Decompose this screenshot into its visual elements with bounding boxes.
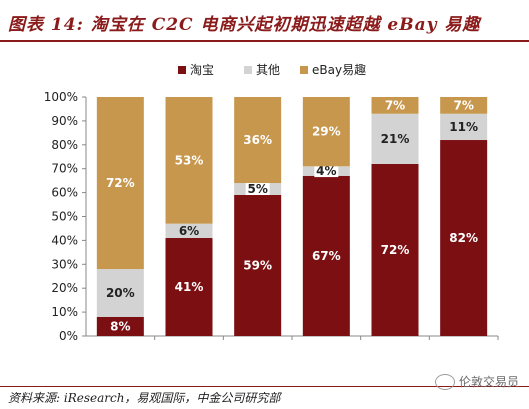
legend-swatch [244,66,252,74]
data-label: 5% [247,182,267,196]
bar-segment [371,163,419,336]
bar-segment [96,269,144,317]
stacked-bar-chart: 淘宝 其他 eBay易趣 0% 10% 20% 30% 40% 50% 60% 70% 80% 90% 1… [44,62,499,344]
bar-segment [302,97,350,167]
data-label: 41% [175,280,204,294]
y-tick-label: 80% [51,138,78,152]
watermark: 伦敦交易员 [434,373,519,390]
bar-segment [440,113,488,141]
data-label: 21% [381,132,410,146]
y-tick-label: 20% [51,281,78,295]
y-tick-label: 100% [44,90,78,104]
legend-label: 其他 [256,63,280,77]
x-tick-label: 2005 [242,343,273,344]
bar-segment [165,97,213,224]
data-label: 59% [243,258,272,272]
data-label: 67% [312,249,341,263]
source-note: 资料来源: iResearch，易观国际，中金公司研究部 [8,391,281,405]
x-tick-label: 2004 [174,343,205,344]
data-label: 72% [106,176,135,190]
data-label: 8% [110,319,130,333]
bar-segment [234,97,282,184]
y-tick-label: 90% [51,114,78,128]
bar-segment [440,140,488,336]
data-label: 6% [179,224,199,238]
bar-segment [440,97,488,114]
y-tick-label: 60% [51,186,78,200]
data-label: 11% [449,120,478,134]
y-tick-label: 10% [51,305,78,319]
data-label: 29% [312,125,341,139]
y-tick-label: 30% [51,257,78,271]
x-tick-label: 2007 [380,343,411,344]
y-tick-label: 70% [51,162,78,176]
bar-segment [371,97,419,114]
x-tick-label: 2003 [105,343,136,344]
bar-segment [302,175,350,336]
bar-segment [165,238,213,336]
data-label: 36% [243,133,272,147]
chat-bubble-icon [434,373,455,390]
data-label: 20% [106,286,135,300]
bar-segment [165,223,213,239]
chart-title: 图表 14: 淘宝在 C2C 电商兴起初期迅速超越 eBay 易趣 [8,15,481,35]
data-label-backdrop [245,181,270,196]
footer-rule [0,386,529,387]
data-label: 7% [385,98,405,112]
bar-segment [234,194,282,336]
legend-swatch [300,66,308,74]
data-label: 82% [449,231,478,245]
bar-segment [371,113,419,164]
watermark-text: 伦敦交易员 [458,375,519,389]
y-tick-label: 0% [59,329,78,343]
x-tick-label: 2008 [448,343,479,344]
y-tick-label: 50% [51,210,78,224]
data-label: 53% [175,153,204,167]
title-rule [0,40,529,42]
data-label-backdrop [314,163,339,178]
x-tick-label: 2006 [311,343,342,344]
data-label: 72% [381,243,410,257]
data-label: 7% [453,98,473,112]
legend-swatch [178,66,186,74]
legend-label: eBay易趣 [312,62,366,77]
bar-segment [96,316,144,336]
bar-segment [96,97,144,270]
y-tick-label: 40% [51,233,78,247]
legend-label: 淘宝 [190,63,214,77]
data-label: 4% [316,164,336,178]
